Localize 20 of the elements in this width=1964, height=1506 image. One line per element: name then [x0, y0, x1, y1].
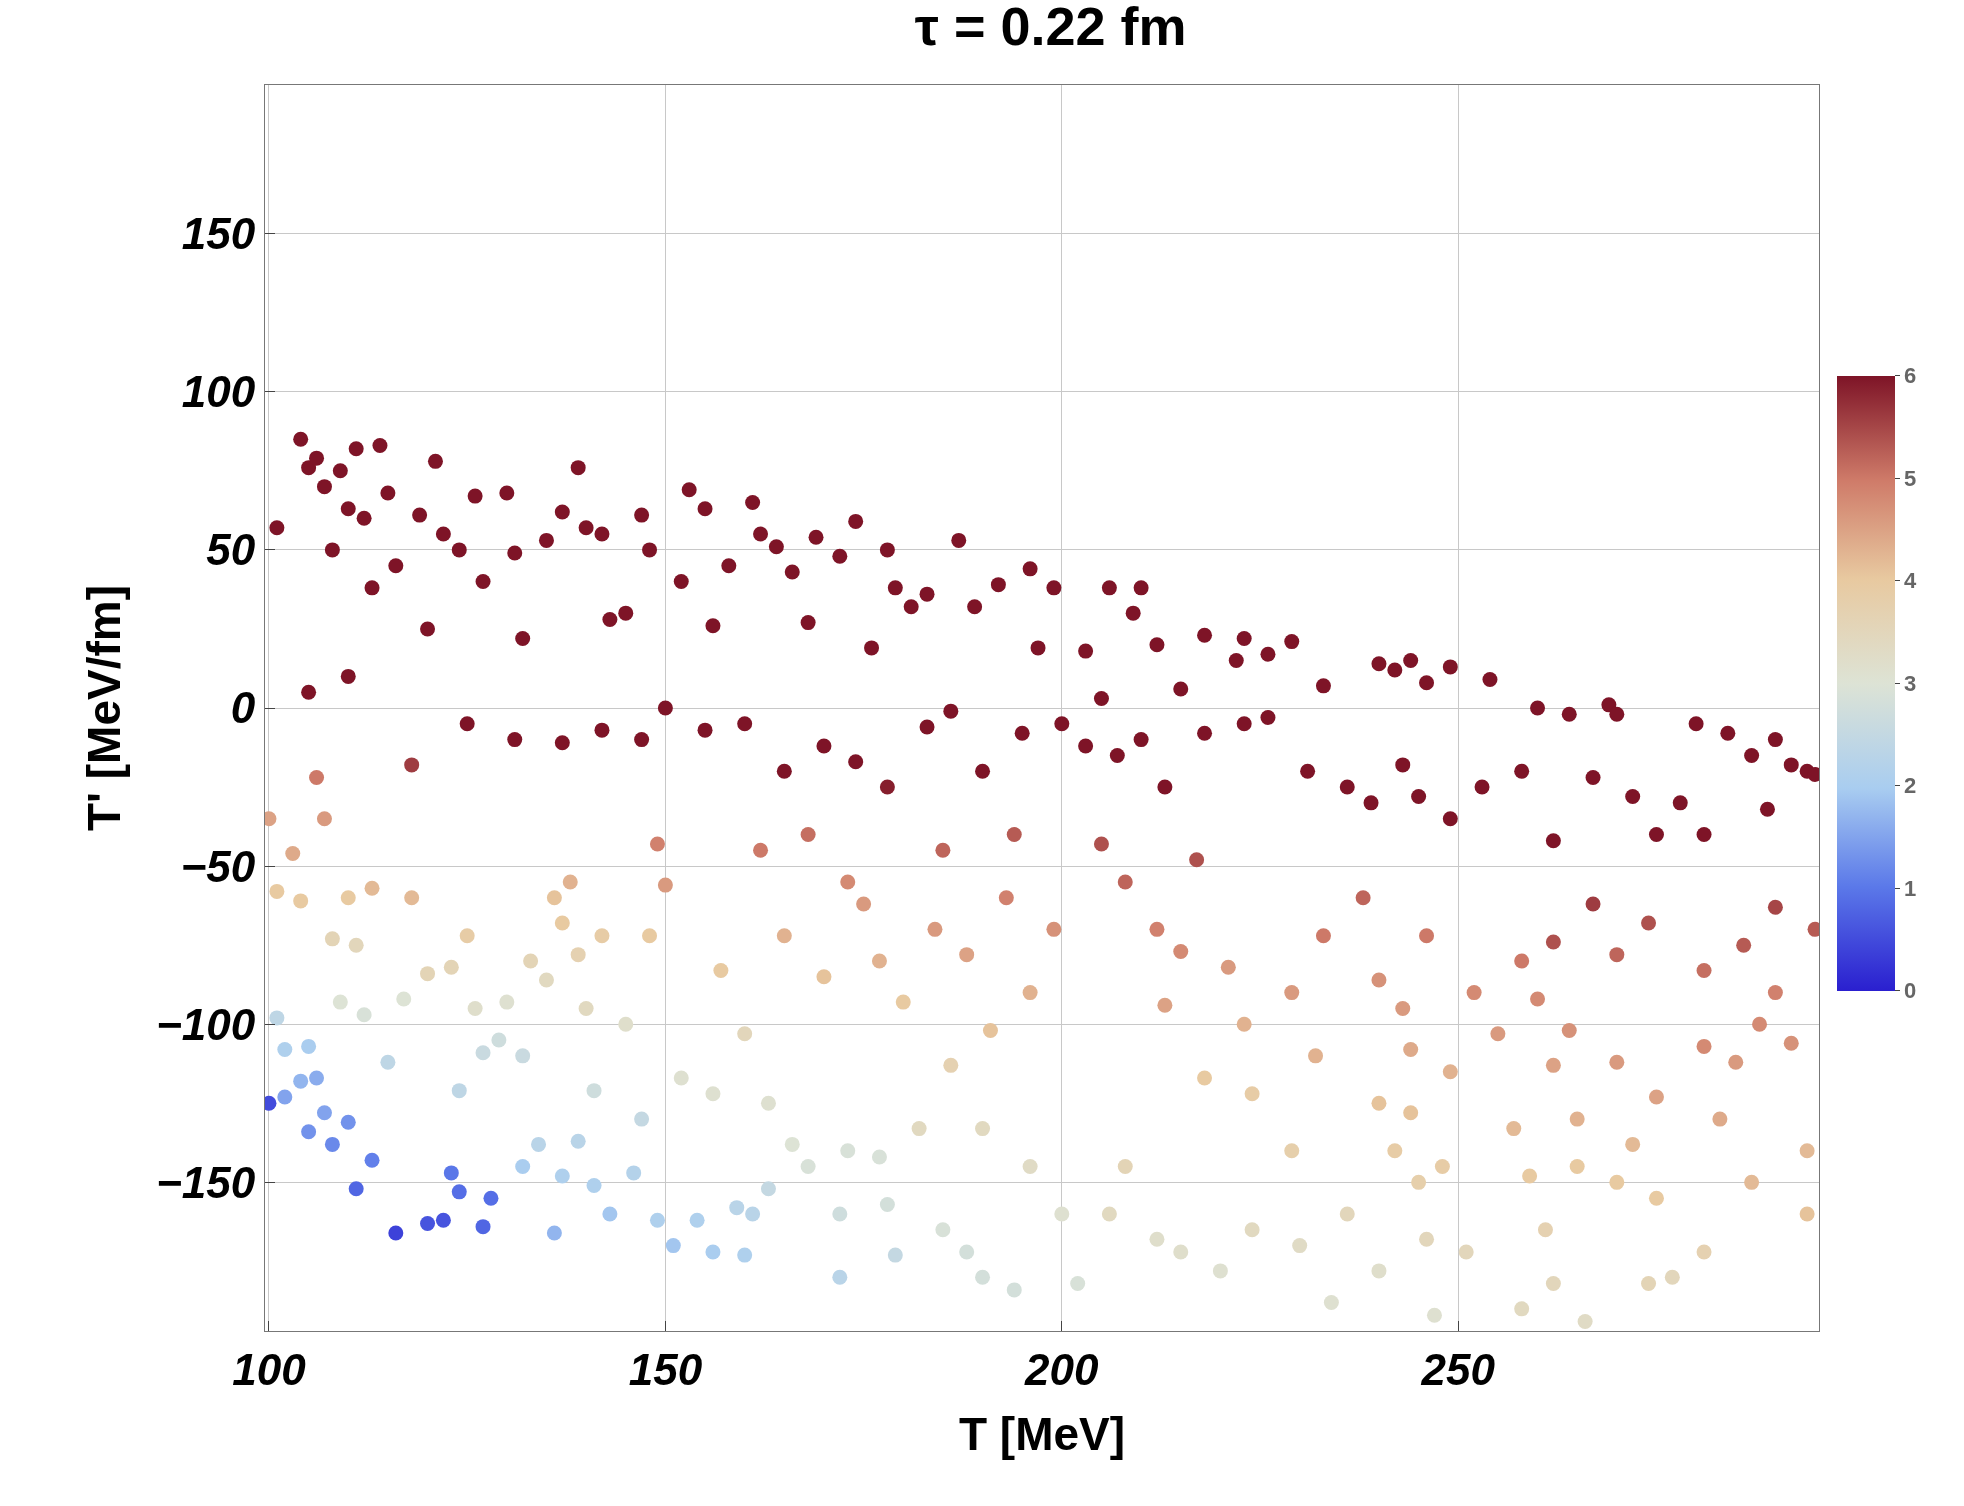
- x-axis-title: T [MeV]: [958, 1408, 1126, 1461]
- y-tick-label: 150: [181, 209, 256, 259]
- color-bar-label: 6: [1903, 363, 1917, 389]
- color-bar-label: 3: [1903, 670, 1917, 696]
- x-tick-label: 150: [628, 1344, 703, 1394]
- color-bar-label: 1: [1903, 875, 1917, 901]
- y-tick-label: −50: [180, 841, 256, 891]
- x-tick-label: 200: [1024, 1344, 1100, 1394]
- y-tick-label: −100: [156, 999, 256, 1049]
- y-tick-label: 0: [230, 683, 256, 733]
- y-tick-label: 50: [206, 525, 256, 575]
- chart-title: τ = 0.22 fm: [914, 0, 1187, 57]
- color-bar-label: 0: [1903, 978, 1917, 1004]
- color-bar-label: 4: [1903, 568, 1917, 594]
- y-tick-label: −150: [156, 1157, 256, 1207]
- x-tick-label: 250: [1420, 1344, 1496, 1394]
- color-bar-label: 2: [1903, 773, 1917, 799]
- y-tick-label: 100: [181, 367, 256, 417]
- color-bar-label: 5: [1903, 465, 1917, 491]
- y-axis-title: T' [MeV/fm]: [78, 584, 131, 832]
